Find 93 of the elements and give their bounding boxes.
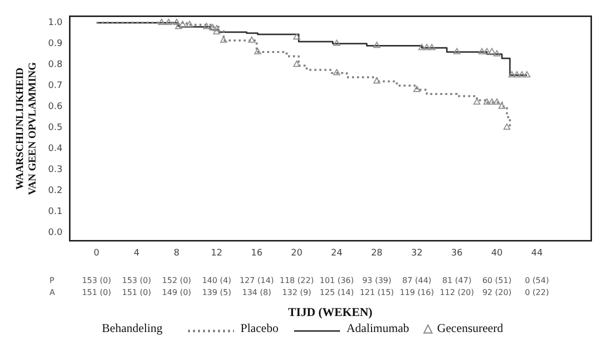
point [213, 24, 220, 32]
point [428, 44, 436, 50]
point [518, 71, 526, 78]
text: 93 (39) [362, 276, 392, 285]
point [203, 22, 210, 30]
point [493, 50, 500, 56]
x-tick-label: 36 [451, 248, 463, 259]
point [453, 48, 460, 54]
text: 125 (14) [320, 288, 354, 297]
point [333, 40, 340, 46]
x-tick-label: 24 [331, 248, 343, 259]
point [293, 33, 300, 40]
text: 139 (5) [202, 288, 232, 297]
y-tick-label: 0.2 [48, 186, 63, 196]
y-tick-label: 0.5 [48, 122, 63, 133]
point [508, 71, 516, 78]
text: 152 (0) [162, 276, 192, 285]
text: 134 (8) [242, 288, 272, 297]
y-tick-label: 1.0 [48, 18, 63, 28]
text: P [50, 276, 55, 285]
point [173, 18, 180, 25]
point [158, 18, 166, 25]
point [209, 24, 216, 30]
text: 118 (22) [280, 276, 314, 285]
point [523, 71, 530, 78]
point [503, 124, 510, 130]
text: 112 (20) [440, 288, 474, 297]
y-tick-label: 0.7 [48, 80, 63, 91]
x-tick-label: 28 [371, 248, 383, 259]
text: 60 (51) [482, 276, 512, 285]
point [483, 48, 490, 54]
text: 153 (0) [82, 276, 112, 285]
text: 132 (9) [282, 288, 312, 297]
point [483, 98, 490, 105]
legend-label: Gecensureerd [437, 321, 504, 336]
y-tick-label: 0.3 [48, 164, 63, 175]
point [186, 20, 194, 28]
x-tick-label: 40 [491, 248, 503, 259]
text: 92 (20) [482, 288, 512, 297]
x-tick-label: 32 [411, 248, 423, 259]
text: 151 (0) [82, 288, 112, 297]
point [165, 18, 172, 25]
point [493, 98, 500, 105]
text: 0 (22) [524, 288, 549, 297]
point [333, 69, 340, 76]
point [373, 42, 380, 48]
point [413, 86, 420, 92]
point [513, 71, 520, 78]
text: 0 (54) [524, 276, 549, 285]
x-tick-label: 0 [94, 248, 100, 259]
x-tick-label: 4 [134, 248, 140, 259]
point [488, 48, 496, 54]
point [175, 22, 182, 30]
y-tick-label: 0.4 [48, 144, 63, 154]
point [473, 98, 480, 105]
y-tick-label: 0.8 [48, 60, 63, 70]
x-tick-label: 8 [174, 248, 180, 259]
text: 140 (4) [202, 276, 232, 285]
point [373, 77, 380, 84]
x-tick-label: 16 [250, 248, 263, 259]
point [418, 44, 426, 50]
text: 151 (0) [122, 288, 152, 297]
text: 81 (47) [442, 276, 472, 285]
text: 119 (16) [400, 288, 434, 297]
point [478, 48, 486, 54]
point [423, 44, 430, 50]
y-tick-label: 0.0 [48, 228, 63, 238]
text: 153 (0) [122, 276, 152, 285]
x-tick-label: 12 [210, 248, 222, 259]
text: 101 (36) [320, 276, 354, 285]
legend-title: Behandeling [102, 321, 163, 336]
text: 149 (0) [162, 288, 192, 297]
text: 127 (14) [240, 276, 274, 285]
point [254, 48, 262, 54]
point [179, 20, 186, 28]
point [248, 36, 256, 43]
y-axis-title: WAARSCHIJNLIJKHEID VAN GEEN OPVLAMMING [15, 62, 39, 196]
point [498, 102, 506, 109]
point [213, 28, 220, 34]
text: A [50, 288, 56, 297]
legend-label: Adalimumab [346, 321, 410, 336]
y-tick-label: 0.1 [48, 206, 63, 217]
y-tick-label: 0.9 [48, 39, 63, 50]
point [220, 36, 228, 43]
x-tick-label: 44 [531, 248, 543, 259]
point [488, 98, 496, 105]
text: 87 (44) [402, 276, 432, 285]
x-tick-label: 20 [291, 248, 303, 259]
y-tick-label: 0.6 [48, 102, 63, 112]
point [293, 60, 300, 67]
x-axis-title: TIJD (WEKEN) [288, 304, 372, 319]
legend-label: Placebo [240, 321, 279, 336]
text: 121 (15) [360, 288, 394, 297]
